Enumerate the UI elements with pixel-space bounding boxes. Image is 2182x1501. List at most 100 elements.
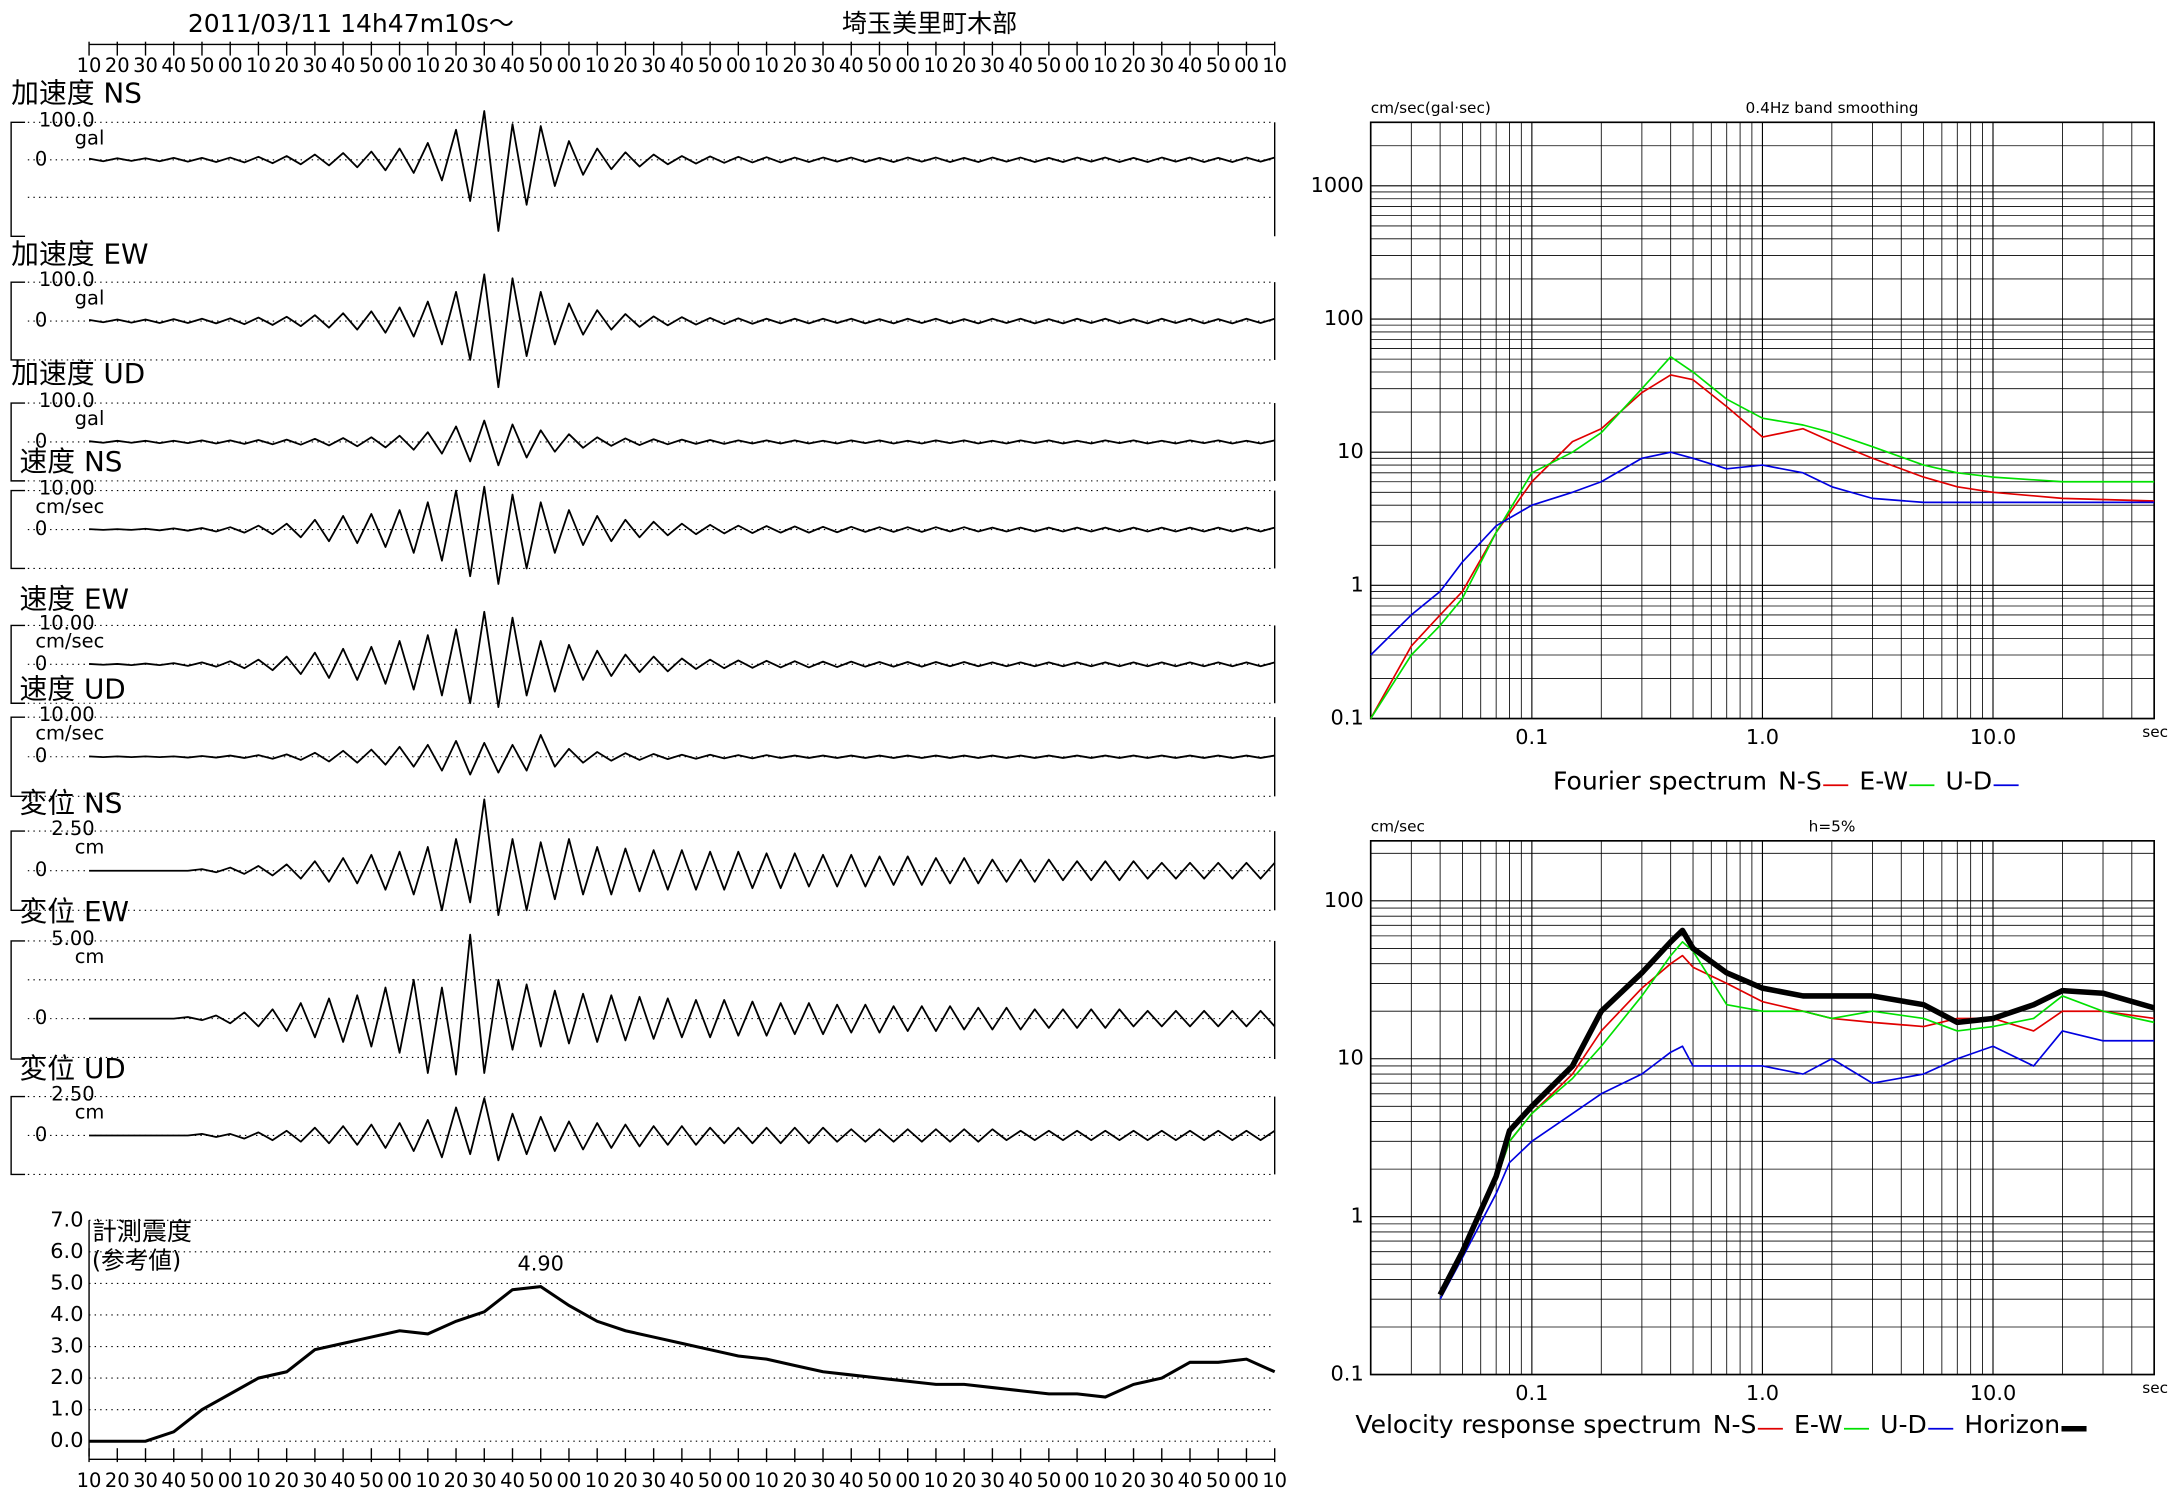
x-tick-label: 0.1 (1515, 1381, 1548, 1405)
panel-label: 速度 EW (19, 582, 129, 615)
y-tick-label: 2.50 (51, 817, 94, 840)
unit-label: cm/sec (35, 721, 104, 744)
panel-frame (10, 121, 26, 237)
x-tick-label: 50 (1206, 1469, 1231, 1492)
spectrum-line (1437, 927, 2155, 1297)
x-tick-label: 00 (557, 1469, 582, 1492)
x-tick-label: 30 (980, 54, 1005, 77)
record-title: 2011/03/11 14h47m10s～ (188, 9, 514, 38)
y-tick-label: 0 (35, 147, 47, 170)
x-tick-label: 00 (1234, 54, 1259, 77)
x-tick-label: 50 (867, 1469, 892, 1492)
waveform (89, 485, 1275, 585)
unit-label: cm/sec (35, 495, 104, 518)
panel-label: 変位 NS (19, 787, 122, 820)
x-tick-label: 30 (1149, 54, 1174, 77)
x-tick-label: 20 (444, 54, 469, 77)
y-tick-label: 0 (35, 1123, 47, 1146)
waveform (88, 110, 1275, 232)
chart-title: 計測震度 (92, 1217, 192, 1246)
y-tick-label: 5.0 (50, 1270, 83, 1294)
x-tick-label: 00 (387, 54, 412, 77)
x-tick-label: 10 (754, 54, 779, 77)
x-tick-label: 10 (1262, 54, 1287, 77)
x-tick-label: 10 (246, 54, 271, 77)
y-tick-label: 0 (35, 652, 47, 675)
y-tick-label: 0 (35, 517, 47, 540)
panel-label: 速度 UD (19, 673, 125, 706)
legend-title: Fourier spectrum (1553, 766, 1767, 795)
x-tick-label: 50 (528, 1469, 553, 1492)
y-tick-label: 0.0 (50, 1428, 83, 1452)
panel-label: 変位 UD (19, 1052, 125, 1085)
x-tick-label: 00 (895, 54, 920, 77)
x-tick-label: 30 (641, 1469, 666, 1492)
x-tick-label: 50 (698, 1469, 723, 1492)
waveform (89, 1097, 1276, 1162)
y-tick-label: 0 (35, 858, 47, 881)
x-tick-label: 00 (726, 54, 751, 77)
x-tick-label: 10 (924, 54, 949, 77)
y-tick-label: 100.0 (39, 108, 95, 131)
annotation: 4.90 (517, 1251, 563, 1275)
panel-label: 加速度 UD (11, 357, 145, 390)
unit-label: gal (75, 407, 105, 430)
x-tick-label: 30 (472, 54, 497, 77)
x-tick-label: 20 (444, 1469, 469, 1492)
x-tick-label: 10 (924, 1469, 949, 1492)
x-tick-label: 50 (528, 54, 553, 77)
unit-label: cm (75, 945, 105, 968)
panel-frame (10, 402, 26, 482)
x-tick-label: 50 (1036, 54, 1061, 77)
unit-label: cm (75, 835, 105, 858)
x-tick-label: 50 (1036, 1469, 1061, 1492)
y-tick-label: 100.0 (39, 389, 95, 412)
spectrum-line (1369, 374, 2155, 719)
x-tick-label: 50 (190, 1469, 215, 1492)
waveform (89, 933, 1276, 1076)
x-tick-label: 50 (867, 54, 892, 77)
legend-label: E-W (1859, 766, 1908, 795)
x-tick-label: 20 (952, 1469, 977, 1492)
spectrum-line (1439, 941, 2155, 1300)
chart-title: h=5% (1809, 817, 1856, 835)
y-tick-label: 0 (35, 309, 47, 332)
panel-frame (10, 830, 26, 912)
waveform (88, 273, 1275, 389)
x-tick-label: 1.0 (1746, 725, 1779, 749)
unit-label: gal (75, 126, 105, 149)
x-tick-label: 20 (613, 54, 638, 77)
y-tick-label: 1.0 (50, 1397, 83, 1421)
panel-frame (10, 281, 26, 361)
x-tick-label: 20 (782, 1469, 807, 1492)
y-tick-label: 5.00 (51, 927, 94, 950)
y-tick-label: 1000 (1311, 173, 1364, 197)
x-tick-label: 00 (218, 1469, 243, 1492)
y-tick-label: 10 (1337, 439, 1364, 463)
x-axis-unit: sec (2142, 1379, 2168, 1397)
x-tick-label: 00 (1065, 1469, 1090, 1492)
legend-label: Horizon (1964, 1410, 2060, 1439)
x-tick-label: 30 (811, 54, 836, 77)
spectrum-line (1439, 1030, 2155, 1300)
panel-frame (10, 716, 26, 798)
x-tick-label: 50 (698, 54, 723, 77)
y-axis-unit: cm/sec (1371, 817, 1425, 835)
x-tick-label: 10 (415, 54, 440, 77)
chart-title: 0.4Hz band smoothing (1746, 99, 1919, 117)
y-tick-label: 10.00 (39, 477, 95, 500)
x-tick-label: 10 (246, 1469, 271, 1492)
x-tick-label: 00 (1234, 1469, 1259, 1492)
x-tick-label: 40 (1008, 1469, 1033, 1492)
x-tick-label: 40 (1178, 1469, 1203, 1492)
x-tick-label: 40 (839, 54, 864, 77)
unit-label: gal (75, 286, 105, 309)
x-tick-label: 00 (895, 1469, 920, 1492)
panel-frame (10, 1095, 26, 1176)
x-tick-label: 40 (669, 54, 694, 77)
y-tick-label: 0 (35, 1006, 47, 1029)
unit-label: cm (75, 1101, 105, 1124)
spectrum-line (1370, 451, 2155, 656)
x-tick-label: 10 (754, 1469, 779, 1492)
